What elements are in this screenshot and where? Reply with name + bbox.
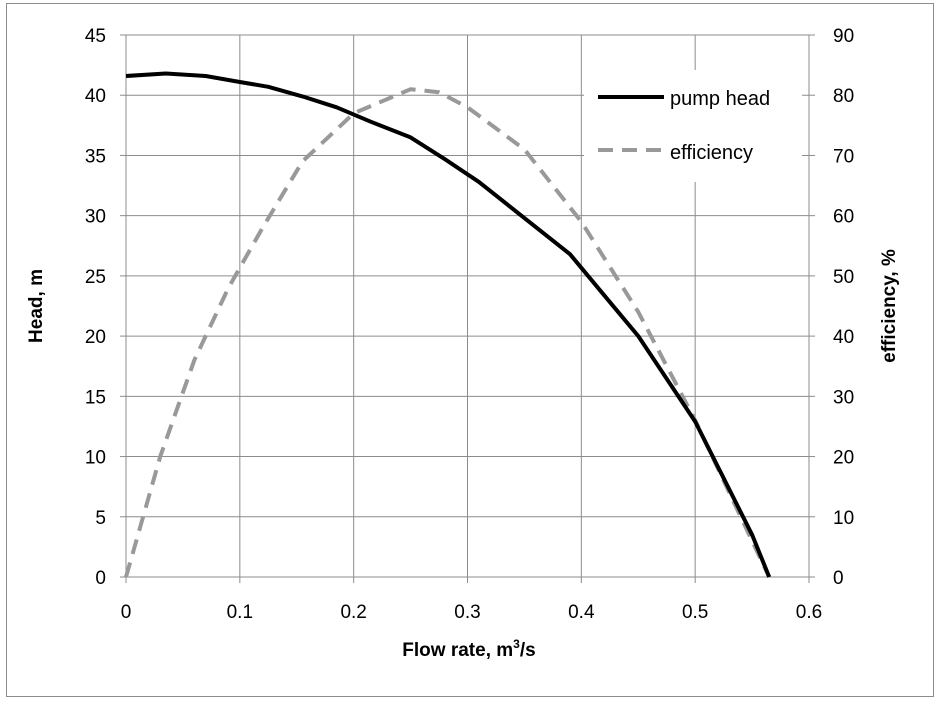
x-tick-label: 0.2: [340, 602, 366, 623]
x-tick-label: 0: [121, 602, 132, 623]
x-tick-label: 0.1: [227, 602, 253, 623]
x-axis-title-main: Flow rate, m: [402, 640, 513, 661]
y-tick-label: 25: [85, 267, 106, 288]
y-tick-label: 45: [85, 26, 106, 47]
series-line-pump-head: [125, 71, 772, 578]
y2-tick-label: 10: [833, 508, 854, 529]
y2-axis-title: efficiency, %: [879, 249, 900, 363]
x-axis-title: Flow rate, m3/s: [402, 637, 535, 661]
x-axis-title-superscript: 3: [513, 637, 520, 651]
y-tick-label: 0: [95, 568, 106, 589]
y-tick-label: 10: [85, 448, 106, 469]
y-tick-label: 5: [95, 508, 106, 529]
legend: pump head efficiency: [584, 70, 802, 182]
y-axis-title: Head, m: [26, 269, 47, 343]
legend-label-efficiency: efficiency: [670, 142, 753, 164]
y-tick-label: 30: [85, 207, 106, 228]
y2-tick-label: 20: [833, 448, 854, 469]
y-tick-label: 20: [85, 327, 106, 348]
x-tick-label: 0.4: [568, 602, 595, 623]
y2-axis-tick-labels: 0 10 20 30 40 50 60 70 80 90: [833, 26, 854, 589]
x-axis-title-suffix: /s: [520, 640, 536, 661]
y-tick-label: 15: [85, 387, 106, 408]
series-layer: [124, 71, 772, 578]
y2-tick-label: 50: [833, 267, 854, 288]
legend-label-pump-head: pump head: [670, 88, 770, 110]
series-line-efficiency: [124, 87, 772, 578]
y-axis-tick-labels: 0 5 10 15 20 25 30 35 40 45: [85, 26, 106, 589]
y-tick-label: 40: [85, 86, 106, 107]
tick-marks: [120, 34, 815, 583]
x-tick-label: 0.3: [454, 602, 480, 623]
y-tick-label: 35: [85, 146, 106, 167]
y2-tick-label: 30: [833, 387, 854, 408]
y2-tick-label: 90: [833, 26, 854, 47]
y2-tick-label: 0: [833, 568, 844, 589]
x-tick-label: 0.5: [682, 602, 708, 623]
y2-tick-label: 60: [833, 207, 854, 228]
x-tick-label: 0.6: [796, 602, 822, 623]
legend-background: [584, 70, 802, 182]
y2-tick-label: 80: [833, 86, 854, 107]
x-axis-tick-labels: 0 0.1 0.2 0.3 0.4 0.5 0.6: [121, 602, 823, 623]
y2-tick-label: 70: [833, 146, 854, 167]
y2-tick-label: 40: [833, 327, 854, 348]
